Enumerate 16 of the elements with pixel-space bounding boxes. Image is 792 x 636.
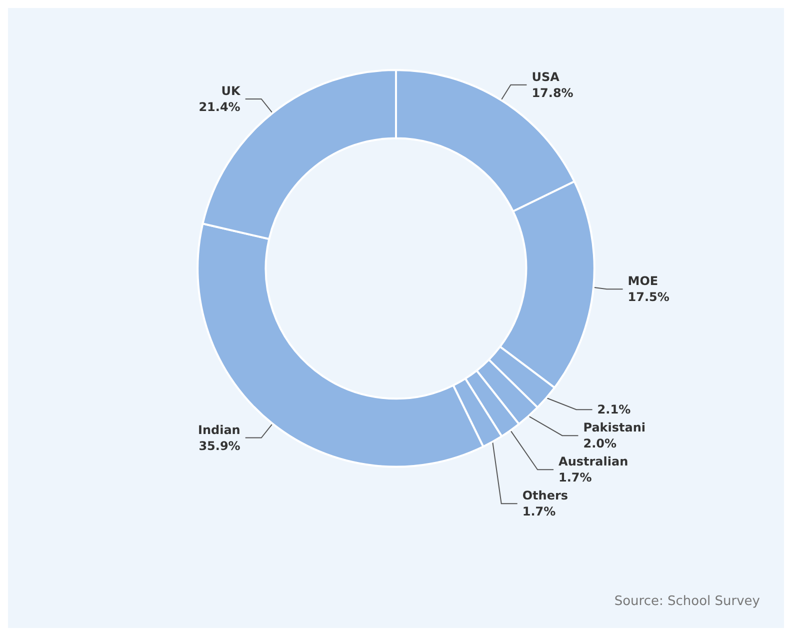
data-label: 1.7%	[522, 504, 556, 519]
data-label: 2.1%	[597, 402, 631, 417]
data-label: 17.5%	[628, 290, 670, 304]
slice-label: Australian	[558, 454, 628, 469]
data-label: 17.8%	[532, 86, 574, 100]
slice-label: Indian	[198, 422, 240, 437]
slice-label: UK	[221, 84, 242, 98]
slice-label: USA	[532, 70, 560, 84]
data-label: 2.0%	[583, 436, 617, 451]
slice-label: MOE	[628, 274, 658, 288]
data-label: 1.7%	[558, 470, 592, 485]
slice-label: Pakistani	[583, 420, 646, 435]
slice-label: Others	[522, 488, 568, 503]
data-label: 21.4%	[198, 100, 240, 114]
source-note: Source: School Survey	[614, 594, 760, 609]
data-label: 35.9%	[198, 438, 240, 453]
